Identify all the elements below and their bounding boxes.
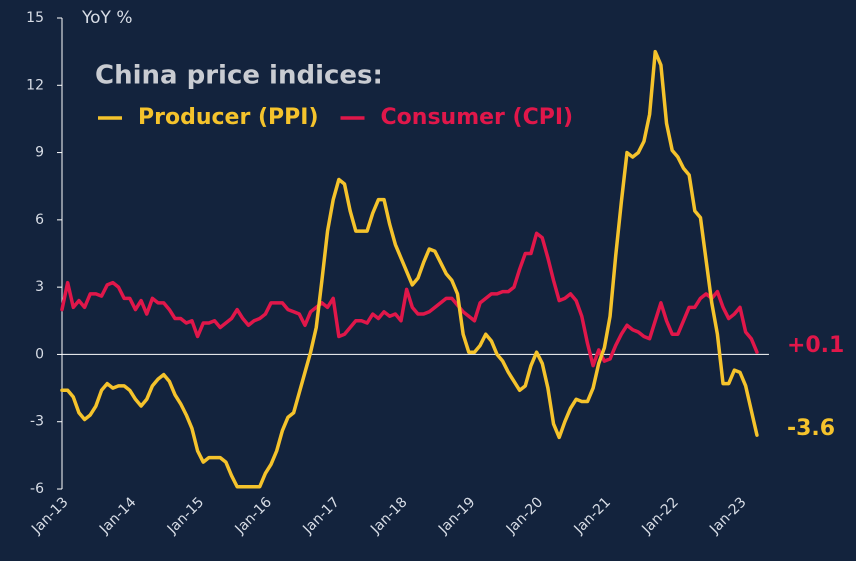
y-tick-label: 0 (35, 346, 44, 362)
series-line (60, 49, 759, 489)
y-tick-label: -3 (30, 414, 44, 430)
series-line (60, 231, 759, 368)
y-tick-label: 15 (26, 10, 44, 26)
x-tick-label: Jan-17 (299, 494, 342, 537)
x-tick-label: Jan-14 (96, 494, 140, 538)
y-tick-label: 6 (35, 212, 44, 228)
x-tick-label: Jan-22 (638, 494, 681, 537)
x-tick-label: Jan-16 (232, 494, 276, 538)
x-tick-label: Jan-18 (367, 494, 410, 537)
x-tick-label: Jan-20 (503, 494, 546, 537)
y-axis-label: YoY % (81, 8, 132, 28)
legend-label: Producer (PPI) (138, 105, 319, 130)
x-tick-label: Jan-13 (28, 494, 71, 537)
x-tick-label: Jan-19 (435, 494, 478, 537)
y-tick-label: -6 (30, 481, 44, 497)
x-tick-label: Jan-21 (571, 494, 614, 537)
x-tick-label: Jan-23 (706, 494, 749, 537)
y-tick-label: 12 (26, 77, 44, 93)
chart-title: China price indices: (95, 61, 383, 91)
x-tick-label: Jan-15 (164, 494, 207, 537)
end-label: +0.1 (787, 333, 844, 358)
end-label: -3.6 (787, 416, 835, 441)
legend-label: Consumer (CPI) (381, 105, 574, 130)
y-tick-label: 9 (35, 145, 44, 161)
y-tick-label: 3 (35, 279, 44, 295)
